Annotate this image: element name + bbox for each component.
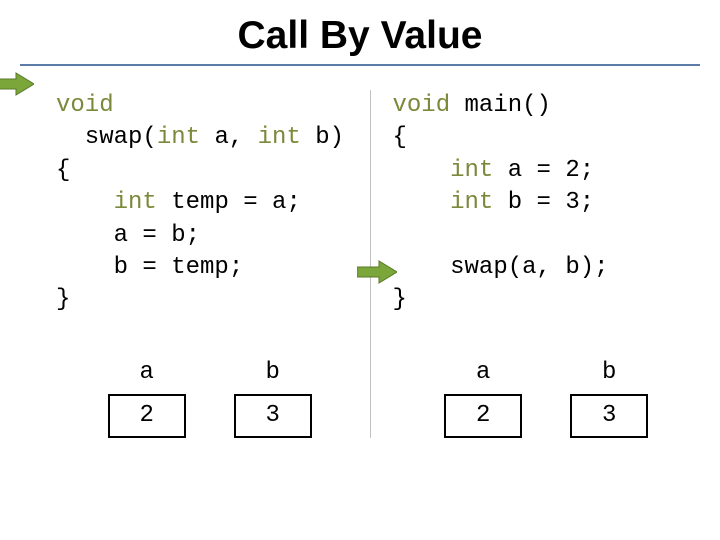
keyword-int: int [258, 124, 301, 151]
code-text: } [56, 286, 70, 313]
code-text: a, [200, 124, 258, 151]
code-text: b) [301, 124, 344, 151]
code-text [393, 189, 451, 216]
code-text [393, 157, 451, 184]
code-text: { [393, 124, 407, 151]
var-label: b [234, 359, 312, 386]
keyword-int: int [450, 189, 493, 216]
var-box: 3 [570, 394, 648, 438]
code-text: b = 3; [493, 189, 594, 216]
keyword-int: int [450, 157, 493, 184]
arrow-icon [357, 260, 397, 284]
code-text: a = 2; [493, 157, 594, 184]
var-box: 2 [444, 394, 522, 438]
code-text: } [393, 286, 407, 313]
right-column: void main() { int a = 2; int b = 3; swap… [377, 90, 701, 438]
var-label: a [444, 359, 522, 386]
left-var-boxes: a 2 b 3 [56, 359, 364, 438]
left-column: void swap(int a, int b) { int temp = a; … [20, 90, 364, 438]
code-text [56, 189, 114, 216]
keyword-void: void [56, 92, 114, 119]
var-group: a 2 [108, 359, 186, 438]
var-group: b 3 [570, 359, 648, 438]
right-var-boxes: a 2 b 3 [393, 359, 701, 438]
keyword-int: int [157, 124, 200, 151]
var-group: a 2 [444, 359, 522, 438]
code-text: temp = a; [157, 189, 301, 216]
code-text: a = b; [56, 222, 200, 249]
var-group: b 3 [234, 359, 312, 438]
var-label: b [570, 359, 648, 386]
content-row: void swap(int a, int b) { int temp = a; … [0, 66, 720, 438]
code-text: swap(a, b); [393, 254, 609, 281]
code-text: main() [450, 92, 551, 119]
main-code: void main() { int a = 2; int b = 3; swap… [393, 90, 701, 317]
slide-title: Call By Value [0, 0, 720, 64]
var-label: a [108, 359, 186, 386]
code-text: swap( [56, 124, 157, 151]
swap-code: void swap(int a, int b) { int temp = a; … [56, 90, 364, 317]
keyword-void: void [393, 92, 451, 119]
keyword-int: int [114, 189, 157, 216]
var-box: 2 [108, 394, 186, 438]
var-box: 3 [234, 394, 312, 438]
code-text: b = temp; [56, 254, 243, 281]
code-text: { [56, 157, 70, 184]
